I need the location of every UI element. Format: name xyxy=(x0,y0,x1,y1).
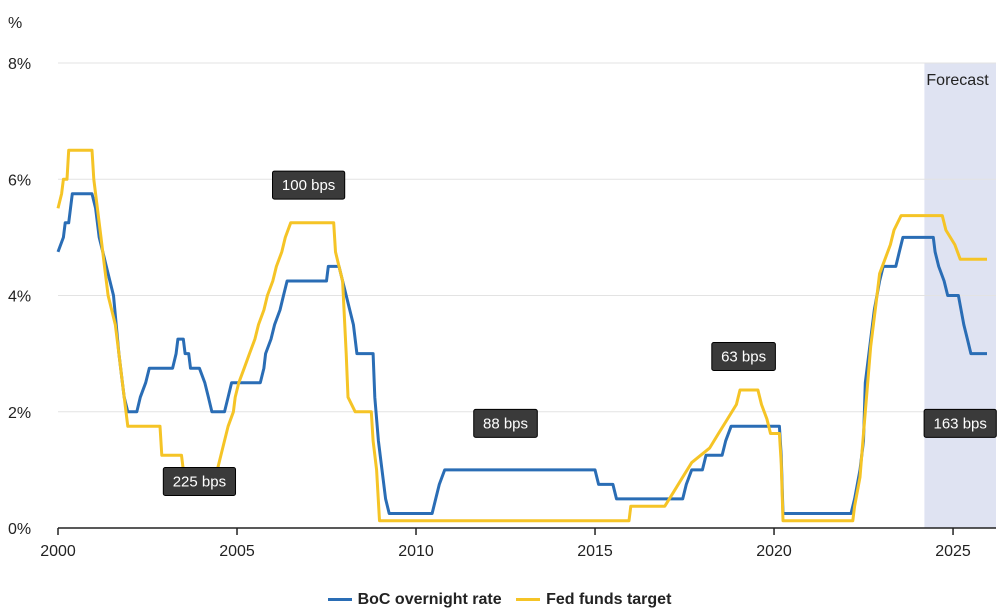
legend-item-fed: Fed funds target xyxy=(516,591,671,609)
annotation-2: 88 bps xyxy=(473,408,538,438)
x-tick-label: 2005 xyxy=(219,543,255,560)
legend-item-boc: BoC overnight rate xyxy=(327,590,502,609)
annotation-label: 100 bps xyxy=(282,177,335,194)
legend-label-fed: Fed funds target xyxy=(546,590,672,608)
forecast-label: Forecast xyxy=(926,72,989,89)
x-tick-label: 2015 xyxy=(577,543,613,560)
annotation-4: 163 bps xyxy=(923,408,997,438)
annotation-1: 100 bps xyxy=(272,170,346,200)
y-tick-label: 6% xyxy=(8,172,31,189)
x-tick-label: 2010 xyxy=(398,543,434,560)
legend-swatch-fed xyxy=(516,598,541,601)
annotation-label: 63 bps xyxy=(721,349,766,366)
x-tick-label: 2025 xyxy=(935,543,971,560)
x-tick-label: 2020 xyxy=(756,543,792,560)
annotation-3: 63 bps xyxy=(711,342,776,372)
legend-swatch-boc xyxy=(327,598,352,601)
annotation-box xyxy=(923,408,997,438)
annotation-label: 225 bps xyxy=(173,474,226,491)
series-line-1 xyxy=(56,148,987,523)
annotations: 225 bps 100 bps 88 bps 63 bps 163 bps xyxy=(162,170,997,496)
series-lines xyxy=(56,148,987,523)
annotation-box xyxy=(272,170,346,200)
annotation-box xyxy=(162,467,237,496)
y-tick-label: 2% xyxy=(8,405,31,422)
annotation-box xyxy=(711,342,776,372)
annotation-box xyxy=(473,408,538,438)
axes: 2000 2005 2010 2015 2020 2025 xyxy=(40,527,996,560)
legend: BoC overnight rate Fed funds target xyxy=(0,588,999,609)
grid-lines: 0% 2% 4% 6% 8% xyxy=(8,56,996,538)
annotation-label: 163 bps xyxy=(934,415,987,432)
annotation-label: 88 bps xyxy=(483,415,528,432)
y-tick-label: 4% xyxy=(8,289,31,306)
y-tick-label: 0% xyxy=(8,521,31,538)
series-line-0 xyxy=(56,192,987,515)
legend-label-boc: BoC overnight rate xyxy=(357,590,502,608)
annotation-0: 225 bps xyxy=(162,467,237,496)
y-tick-label: 8% xyxy=(8,56,31,73)
x-tick-label: 2000 xyxy=(40,543,76,560)
y-unit-label: % xyxy=(8,15,22,32)
